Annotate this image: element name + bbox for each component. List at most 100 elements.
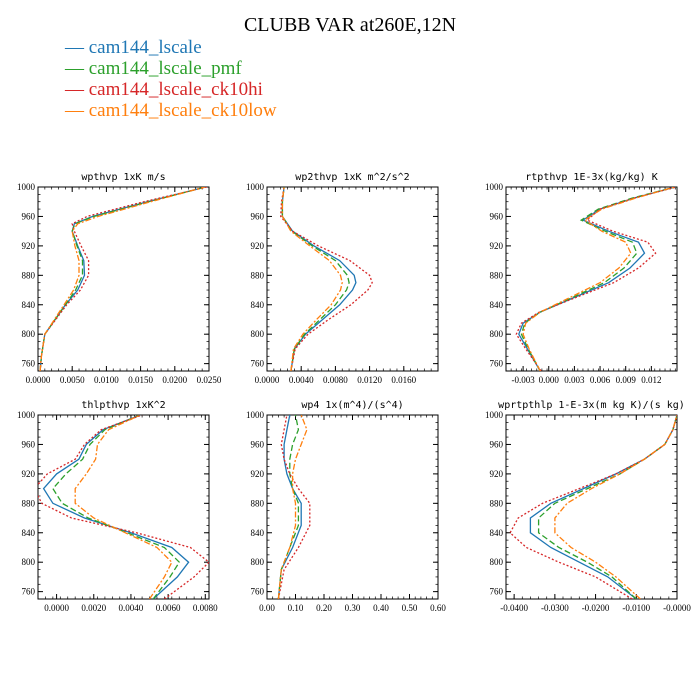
- plot-frame: [505, 186, 678, 372]
- y-tick-label: 960: [22, 439, 36, 449]
- y-tick-label: 760: [22, 587, 36, 597]
- y-tick-label: 880: [490, 270, 504, 280]
- legend-item: — cam144_lscale_pmf: [65, 58, 242, 80]
- series-line-cam144_lscale_ck10hi: [39, 187, 208, 371]
- y-tick-label: 800: [251, 329, 265, 339]
- panel-6: wprtpthlp 1-E-3x(m kg K)/(s kg) 760 800 840…: [485, 400, 691, 613]
- y-tick-label: 880: [251, 498, 265, 508]
- panel-title: rtpthvp 1E-3x(kg/kg) K: [525, 172, 657, 183]
- series-line-cam144_lscale_ck10hi: [277, 415, 311, 599]
- y-tick-label: 880: [251, 270, 265, 280]
- series-line-cam144_lscale_pmf: [537, 415, 677, 599]
- y-tick-label: 800: [490, 557, 504, 567]
- legend-swatch: —: [65, 79, 89, 100]
- series-line-cam144_lscale_pmf: [39, 187, 206, 371]
- y-tick-label: 920: [251, 469, 265, 479]
- series-line-cam144_lscale_ck10low: [39, 187, 206, 371]
- y-tick-label: 1000: [246, 182, 265, 192]
- x-tick-label: 0.0040: [289, 375, 314, 385]
- x-tick-label: 0.006: [590, 375, 611, 385]
- x-tick-label: 0.0250: [197, 375, 222, 385]
- panel-title: thlpthvp 1xK^2: [81, 400, 165, 411]
- x-tick-label: 0.003: [564, 375, 585, 385]
- x-tick-label: 0.0020: [81, 603, 106, 613]
- legend-item: — cam144_lscale_ck10hi: [65, 79, 263, 101]
- series-line-cam144_lscale: [529, 415, 677, 599]
- legend-swatch: —: [65, 37, 89, 58]
- plot-frame: [37, 186, 210, 372]
- legend-item: — cam144_lscale: [65, 37, 202, 59]
- x-tick-label: 0.009: [616, 375, 637, 385]
- x-tick-label: -0.0100: [622, 603, 650, 613]
- x-tick-label: -0.003: [511, 375, 535, 385]
- panel-3: rtpthvp 1E-3x(kg/kg) K 760 800 840 880 920 960…: [485, 172, 678, 385]
- legend-label: cam144_lscale: [88, 37, 202, 58]
- y-tick-label: 1000: [17, 410, 36, 420]
- x-tick-label: -0.0200: [582, 603, 610, 613]
- y-tick-label: 960: [490, 211, 504, 221]
- x-tick-label: 0.60: [430, 603, 446, 613]
- y-tick-label: 1000: [17, 182, 36, 192]
- panel-5: wp4 1x(m^4)/(s^4) 760 800 840 880 920 960 1000 0…: [246, 400, 446, 613]
- y-tick-label: 840: [251, 300, 265, 310]
- y-tick-label: 1000: [485, 182, 504, 192]
- x-tick-label: 0.012: [641, 375, 661, 385]
- y-tick-label: 840: [22, 528, 36, 538]
- y-tick-label: 880: [22, 270, 36, 280]
- x-tick-label: 0.0000: [255, 375, 280, 385]
- y-tick-label: 960: [22, 211, 36, 221]
- plot-frame: [37, 414, 210, 600]
- y-tick-label: 840: [490, 528, 504, 538]
- series-line-cam144_lscale: [42, 415, 190, 599]
- series-line-cam144_lscale: [518, 187, 676, 371]
- legend-label: cam144_lscale_pmf: [88, 58, 242, 79]
- y-tick-label: 760: [251, 359, 265, 369]
- y-tick-label: 1000: [246, 410, 265, 420]
- x-tick-label: 0.0040: [119, 603, 144, 613]
- x-tick-label: 0.0000: [26, 375, 51, 385]
- x-tick-label: 0.30: [345, 603, 361, 613]
- x-tick-label: 0.00: [259, 603, 275, 613]
- y-tick-label: 840: [251, 528, 265, 538]
- series-line-cam144_lscale_ck10hi: [280, 187, 373, 371]
- y-tick-label: 960: [251, 211, 265, 221]
- panel-title: wpthvp 1xK m/s: [81, 172, 165, 183]
- legend-label: cam144_lscale_ck10hi: [88, 79, 263, 100]
- series-line-cam144_lscale_ck10low: [277, 415, 308, 599]
- x-tick-label: 0.0060: [156, 603, 181, 613]
- y-tick-label: 840: [490, 300, 504, 310]
- x-tick-label: 0.0100: [94, 375, 119, 385]
- x-tick-label: 0.20: [316, 603, 332, 613]
- y-tick-label: 800: [22, 329, 36, 339]
- x-tick-label: 0.50: [402, 603, 418, 613]
- panel-2: wp2thvp 1xK m^2/s^2 760 800 840 880 920 960 100…: [246, 172, 439, 385]
- panel-4: thlpthvp 1xK^2 760 800 840 880 920 960 1000 0.00…: [17, 400, 218, 613]
- series-line-cam144_lscale_ck10hi: [38, 415, 209, 599]
- legend-swatch: —: [65, 100, 89, 121]
- series-line-cam144_lscale_ck10low: [281, 187, 343, 371]
- y-tick-label: 760: [490, 359, 504, 369]
- y-tick-label: 920: [490, 469, 504, 479]
- series-line-cam144_lscale_ck10hi: [509, 415, 677, 599]
- x-tick-label: 0.0150: [128, 375, 153, 385]
- panel-1: wpthvp 1xK m/s 760 800 840 880 920 960 1000 0.00…: [17, 172, 222, 385]
- plot-frame: [266, 186, 439, 372]
- x-tick-label: 0.0080: [193, 603, 218, 613]
- y-tick-label: 1000: [485, 410, 504, 420]
- y-tick-label: 840: [22, 300, 36, 310]
- plot-frame: [505, 414, 678, 600]
- legend-swatch: —: [65, 58, 89, 79]
- y-tick-label: 960: [251, 439, 265, 449]
- y-tick-label: 920: [22, 241, 36, 251]
- series-line-cam144_lscale: [39, 187, 206, 371]
- y-tick-label: 800: [22, 557, 36, 567]
- y-tick-label: 880: [22, 498, 36, 508]
- x-tick-label: 0.000: [539, 375, 560, 385]
- y-tick-label: 960: [490, 439, 504, 449]
- y-tick-label: 920: [490, 241, 504, 251]
- panel-title: wp4 1x(m^4)/(s^4): [301, 400, 403, 411]
- x-tick-label: 0.0080: [323, 375, 348, 385]
- legend-item: — cam144_lscale_ck10low: [65, 100, 277, 122]
- x-tick-label: 0.0120: [357, 375, 382, 385]
